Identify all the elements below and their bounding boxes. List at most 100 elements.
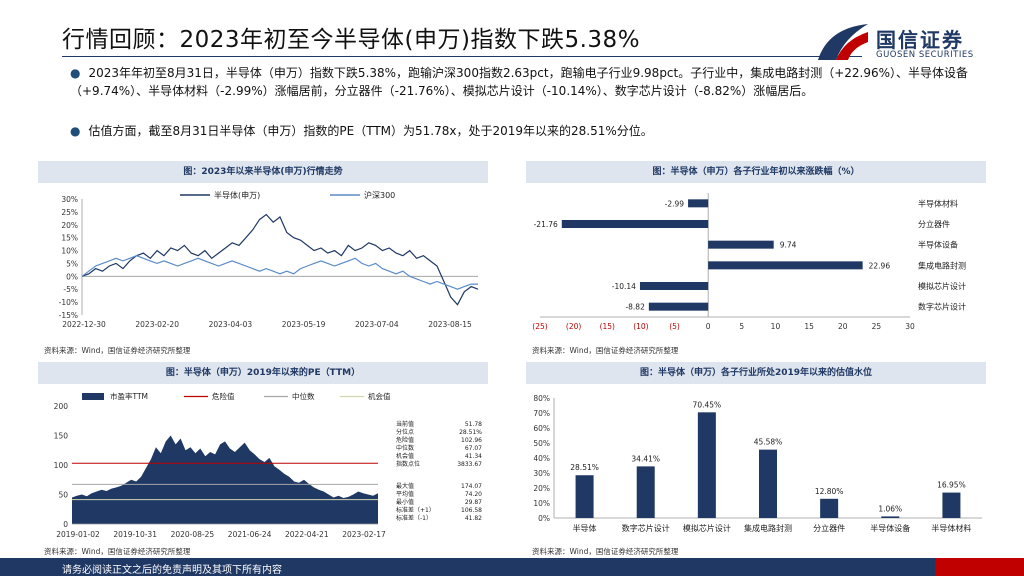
chart3-stat-label: 当前值 — [396, 420, 414, 428]
chart3-y-tick: 0 — [63, 520, 68, 529]
chart3-legend-swatch — [82, 393, 104, 400]
chart3-pe-area — [72, 435, 378, 524]
chart4-value-label: 34.41% — [631, 454, 660, 463]
chart2-hbar: (25) (20) (15) (10) (5) 0 5 10 15 20 25 30 -2.99 半导体材… — [532, 193, 966, 331]
logo-english-text: GUOSEN SECURITIES — [876, 50, 974, 60]
chart4-y-tick: 20% — [533, 484, 550, 493]
chart3-y-tick: 50 — [58, 491, 68, 500]
chart1-series-line — [81, 213, 479, 306]
chart2-x-tick: (10) — [633, 322, 648, 331]
chart3-x-tick: 2020-08-25 — [171, 530, 215, 539]
chart1-x-tick: 2023-02-20 — [135, 320, 179, 329]
chart3-y-tick: 100 — [54, 461, 69, 470]
chart1-y-tick: -15% — [59, 311, 78, 320]
chart3-stat-label: 机会值 — [396, 452, 414, 460]
chart3-legend-label: 机会值 — [368, 391, 391, 401]
chart2-value-label: -21.76 — [534, 220, 558, 229]
chart4-value-label: 1.06% — [878, 504, 902, 513]
chart4-category-label: 数字芯片设计 — [622, 523, 670, 533]
chart3-x-tick: 2019-01-02 — [56, 530, 100, 539]
chart2-x-tick: 10 — [771, 322, 781, 331]
chart2-category-label: 半导体设备 — [918, 240, 958, 250]
chart2-x-tick: 30 — [905, 322, 915, 331]
chart4-category-label: 集成电路封测 — [744, 523, 792, 533]
chart3-stat-label: 平均值 — [396, 490, 414, 498]
chart4-category-label: 半导体材料 — [931, 523, 971, 533]
chart1-y-tick: 30% — [61, 195, 78, 204]
chart4-y-tick: 60% — [533, 424, 550, 433]
chart2-x-tick: 0 — [706, 322, 711, 331]
chart4-bar — [881, 516, 900, 518]
chart1-x-tick: 2023-05-19 — [282, 320, 326, 329]
chart3-y-tick: 200 — [54, 402, 69, 411]
brand-logo: 国信证券 GUOSEN SECURITIES — [814, 18, 1014, 66]
chart4-category-label: 模拟芯片设计 — [683, 523, 731, 533]
chart2-source: 资料来源：Wind，国信证券经济研究所整理 — [532, 346, 679, 355]
chart3-stat-label: 标准差（+1） — [396, 506, 435, 514]
chart3-legend-label: 市盈率TTM — [110, 391, 148, 401]
bullet-2-text: 估值方面，截至8月31日半导体（申万）指数的PE（TTM）为51.78x，处于2… — [88, 124, 653, 138]
chart4-y-tick: 50% — [533, 439, 550, 448]
chart2-title: 图：半导体（申万）各子行业年初以来涨跌幅（%） — [526, 161, 986, 183]
bullet-1: ● 2023年年初至8月31日，半导体（申万）指数下跌5.38%，跑输沪深300指… — [70, 64, 970, 100]
chart3-stat-label: 分位点 — [396, 428, 414, 436]
chart3-stat-value: 28.51% — [459, 429, 482, 436]
chart3-x-tick: 2022-04-21 — [285, 530, 329, 539]
chart4-value-label: 16.95% — [937, 481, 966, 490]
chart2-x-tick: 5 — [739, 322, 744, 331]
chart3-stat-value: 41.34 — [465, 453, 482, 460]
chart1-y-tick: 5% — [66, 259, 78, 268]
chart4-bar — [636, 466, 655, 518]
chart4-bar — [759, 449, 777, 518]
chart2-value-label: 9.74 — [780, 241, 797, 250]
chart3-legend-label: 危险值 — [212, 391, 235, 401]
chart4-value-label: 12.80% — [815, 487, 844, 496]
chart2-x-tick: (15) — [600, 322, 615, 331]
chart4-value-label: 45.58% — [754, 438, 783, 447]
chart4-y-tick: 70% — [533, 409, 550, 418]
bullet-dot-icon: ● — [70, 66, 81, 80]
chart2-category-label: 半导体材料 — [918, 198, 958, 208]
chart1-x-tick: 2022-12-30 — [62, 320, 106, 329]
chart1-x-tick: 2023-08-15 — [428, 320, 472, 329]
chart3-x-tick: 2021-06-24 — [228, 530, 272, 539]
chart3-stat-label: 最大值 — [396, 482, 414, 490]
chart3-stat-label: 危险值 — [396, 436, 414, 444]
chart4-y-tick: 80% — [533, 394, 550, 403]
chart2-value-label: 22.96 — [869, 261, 891, 270]
chart4-y-tick: 30% — [533, 469, 550, 478]
bullet-1-text: 2023年年初至8月31日，半导体（申万）指数下跌5.38%，跑输沪深300指数… — [70, 66, 969, 98]
chart3-stat-value: 102.96 — [461, 437, 482, 444]
chart2-x-tick: 15 — [804, 322, 814, 331]
chart3-y-tick: 150 — [54, 432, 69, 441]
chart4-title: 图：半导体（申万）各子行业所处2019年以来的估值水位 — [526, 362, 986, 384]
chart4-value-label: 28.51% — [570, 463, 599, 472]
chart1-y-tick: -5% — [63, 285, 78, 294]
chart2-bar — [708, 240, 774, 249]
chart4-bar — [697, 412, 716, 518]
chart1-x-tick: 2023-04-03 — [209, 320, 253, 329]
logo-mark-icon — [818, 24, 868, 60]
chart2-bar — [561, 220, 709, 228]
chart2-x-tick: 25 — [872, 322, 882, 331]
chart3-stat-value: 3833.67 — [457, 461, 482, 468]
chart4-category-label: 半导体 — [573, 523, 597, 533]
chart1-y-tick: 10% — [61, 247, 78, 256]
chart4-vbar: 80% 70% 60% 50% 40% 30% 20% 10% 0% 28.51% 半导体 34.41… — [533, 394, 982, 533]
chart2-bar — [639, 282, 709, 290]
chart2-value-label: -10.14 — [612, 282, 636, 291]
chart4-bar — [575, 475, 594, 518]
chart2-bar — [648, 302, 709, 311]
logo-chinese-text: 国信证券 — [876, 28, 964, 52]
page-title: 行情回顾：2023年初至今半导体(申万)指数下跌5.38% — [62, 27, 641, 53]
chart2-bar — [688, 199, 709, 208]
chart2-x-tick: (20) — [566, 322, 581, 331]
chart4-bar — [942, 492, 961, 518]
chart2-value-label: -2.99 — [665, 199, 685, 208]
chart4-y-tick: 10% — [533, 499, 550, 508]
chart1-y-tick: 0% — [66, 272, 78, 281]
chart3-stat-value: 29.87 — [465, 499, 482, 506]
chart3-stat-value: 67.07 — [465, 445, 482, 452]
chart1-legend-label: 半导体(申万) — [214, 190, 260, 200]
